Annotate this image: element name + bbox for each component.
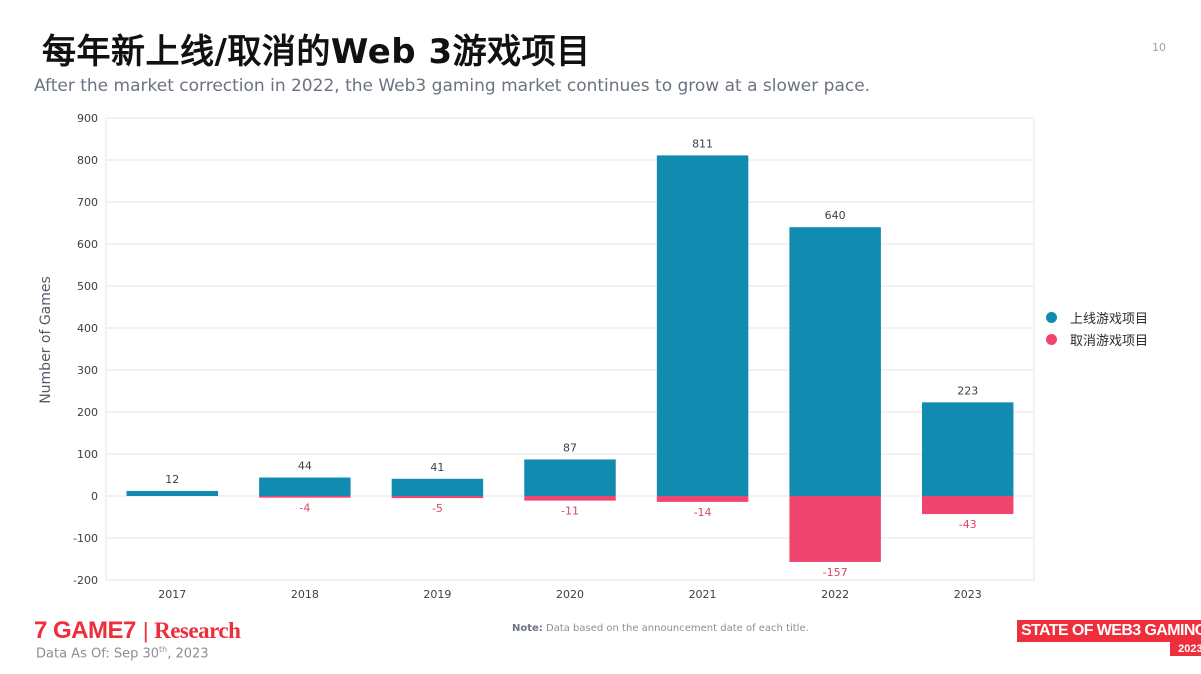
- bar-cancelled: [921, 496, 1014, 515]
- x-tick-label: 2018: [291, 588, 319, 601]
- data-label-cancelled: -14: [694, 506, 712, 519]
- data-label-launched: 811: [692, 137, 713, 150]
- y-tick-label: 400: [77, 322, 98, 335]
- bar-launched: [789, 227, 881, 496]
- data-asof-prefix: Data As Of: Sep 30: [36, 646, 160, 662]
- y-axis-title: Number of Games: [38, 276, 54, 404]
- bar-launched: [259, 477, 351, 496]
- bar-launched: [921, 402, 1014, 496]
- bar-cancelled: [259, 496, 351, 498]
- y-tick-label: 300: [77, 364, 98, 377]
- x-tick-label: 2017: [158, 588, 186, 601]
- bar-cancelled: [656, 496, 749, 502]
- data-label-launched: 12: [165, 473, 179, 486]
- bar-cancelled: [789, 496, 881, 562]
- y-tick-label: 500: [77, 280, 98, 293]
- y-tick-label: 100: [77, 448, 98, 461]
- report-title: STATE OF WEB3 GAMING: [1017, 620, 1201, 642]
- bar-launched: [391, 478, 484, 496]
- data-as-of: Data As Of: Sep 30th, 2023: [36, 645, 209, 661]
- page-number: 10: [1152, 41, 1166, 54]
- data-label-cancelled: -5: [432, 502, 443, 515]
- bar-launched: [656, 155, 749, 496]
- footnote: Note: Data based on the announcement dat…: [512, 623, 809, 634]
- data-label-launched: 223: [957, 384, 978, 397]
- y-tick-label: -100: [73, 532, 98, 545]
- data-label-cancelled: -11: [561, 505, 579, 518]
- data-asof-suffix: , 2023: [167, 646, 209, 662]
- y-tick-label: 600: [77, 238, 98, 251]
- page-title: 每年新上线/取消的Web 3游戏项目: [42, 32, 591, 72]
- data-asof-sup: th: [159, 645, 168, 654]
- data-label-cancelled: -157: [823, 566, 848, 579]
- bar-cancelled: [391, 496, 484, 499]
- bar-cancelled: [524, 496, 616, 501]
- report-logo: STATE OF WEB3 GAMING 2023: [1017, 620, 1201, 656]
- legend-item-cancelled[interactable]: 取消游戏项目: [1046, 328, 1148, 350]
- y-tick-label: -200: [73, 574, 98, 587]
- data-label-cancelled: -43: [959, 518, 977, 531]
- brand-research: Research: [154, 618, 241, 643]
- data-label-cancelled: -4: [299, 502, 310, 515]
- note-text: Data based on the announcement date of e…: [546, 623, 809, 634]
- legend-item-launched[interactable]: 上线游戏项目: [1046, 306, 1148, 328]
- chart-legend: 上线游戏项目 取消游戏项目: [1046, 306, 1148, 350]
- data-label-launched: 41: [430, 461, 444, 474]
- y-tick-label: 900: [77, 112, 98, 125]
- x-tick-label: 2021: [689, 588, 717, 601]
- report-year: 2023: [1170, 642, 1201, 656]
- note-label: Note:: [512, 623, 543, 634]
- data-label-launched: 87: [563, 441, 577, 454]
- legend-label-cancelled: 取消游戏项目: [1070, 333, 1149, 349]
- game7-logo: 7 GAME7 | Research: [34, 617, 241, 645]
- legend-swatch-launched: [1046, 311, 1057, 323]
- data-label-launched: 640: [825, 209, 846, 222]
- brand-name: 7 GAME7: [34, 617, 136, 644]
- x-tick-label: 2019: [423, 588, 451, 601]
- y-tick-label: 800: [77, 154, 98, 167]
- bar-launched: [126, 490, 219, 496]
- chart-subtitle: After the market correction in 2022, the…: [34, 76, 871, 96]
- bar-launched: [524, 459, 616, 496]
- y-tick-label: 700: [77, 196, 98, 209]
- brand-separator: |: [142, 618, 149, 643]
- legend-label-launched: 上线游戏项目: [1070, 311, 1149, 327]
- y-tick-label: 200: [77, 406, 98, 419]
- data-label-launched: 44: [298, 460, 312, 473]
- y-tick-label: 0: [91, 490, 98, 503]
- x-tick-label: 2023: [954, 588, 982, 601]
- x-tick-label: 2022: [821, 588, 849, 601]
- x-tick-label: 2020: [556, 588, 584, 601]
- legend-swatch-cancelled: [1046, 333, 1057, 345]
